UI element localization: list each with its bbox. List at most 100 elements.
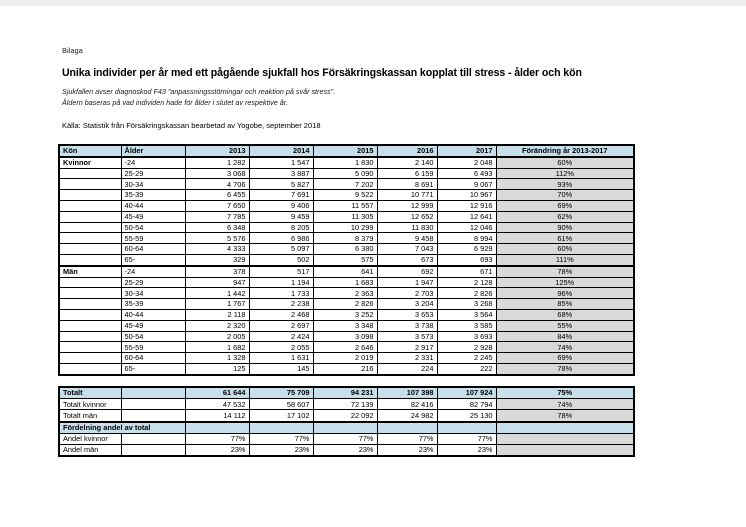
year-value-cell: 23% bbox=[184, 443, 250, 457]
change-cell bbox=[495, 432, 635, 445]
change-cell: 78% bbox=[495, 409, 635, 423]
year-value-cell: 2 048 bbox=[436, 156, 497, 169]
age-cell: 30-34 bbox=[120, 178, 186, 191]
year-value-cell: 82 416 bbox=[376, 398, 438, 411]
year-value-cell: 693 bbox=[436, 253, 497, 267]
year-value-cell: 2 697 bbox=[248, 319, 314, 332]
age-cell: -24 bbox=[120, 264, 186, 278]
year-value-cell: 2 005 bbox=[184, 330, 250, 343]
gender-cell bbox=[58, 319, 122, 332]
change-cell: 112% bbox=[495, 167, 635, 180]
gender-cell bbox=[58, 287, 122, 300]
change-cell: 61% bbox=[495, 232, 635, 245]
year-value-cell: 8 691 bbox=[376, 178, 438, 191]
year-value-cell: 3 348 bbox=[312, 319, 378, 332]
year-value-cell: 1 683 bbox=[312, 276, 378, 289]
year-value-cell: 1 328 bbox=[184, 352, 250, 364]
year-value-cell: 1 733 bbox=[248, 287, 314, 300]
change-cell: 69% bbox=[495, 199, 635, 212]
year-value-cell: 3 268 bbox=[436, 298, 497, 310]
window-top-edge bbox=[0, 0, 746, 6]
year-value-cell: 673 bbox=[376, 253, 438, 267]
gender-cell bbox=[58, 199, 122, 212]
year-value-cell: 7 650 bbox=[184, 199, 250, 212]
change-cell: 55% bbox=[495, 319, 635, 332]
year-value-cell: 24 982 bbox=[376, 409, 438, 423]
source-note: Källa: Statistik från Försäkringskassan … bbox=[62, 121, 321, 130]
year-value-cell: 2 128 bbox=[436, 276, 497, 289]
empty-age-cell bbox=[120, 409, 186, 423]
year-value-cell: 8 379 bbox=[312, 232, 378, 245]
change-cell: 74% bbox=[495, 398, 635, 411]
year-value-cell: 10 771 bbox=[376, 189, 438, 201]
summary-label-cell: Totalt bbox=[58, 386, 122, 400]
gender-cell bbox=[58, 341, 122, 354]
year-value-cell: 2 826 bbox=[436, 287, 497, 300]
year-value-cell: 2 363 bbox=[312, 287, 378, 300]
empty-age-cell bbox=[120, 432, 186, 445]
year-value-cell: 1 767 bbox=[184, 298, 250, 310]
year-value-cell: 5 576 bbox=[184, 232, 250, 245]
summary-table: Totalt 61 644 75 709 94 231 107 398 107 924 75… bbox=[58, 386, 635, 458]
change-cell: 90% bbox=[495, 221, 635, 234]
year-value-cell: 4 333 bbox=[184, 243, 250, 255]
change-cell: 75% bbox=[495, 386, 635, 400]
age-cell: -24 bbox=[120, 156, 186, 169]
year-value-cell: 12 641 bbox=[436, 210, 497, 223]
column-header-2017: 2017 bbox=[436, 144, 497, 158]
summary-label-cell: Totalt män bbox=[58, 409, 122, 423]
year-value-cell: 5 827 bbox=[248, 178, 314, 191]
year-value-cell: 3 204 bbox=[376, 298, 438, 310]
age-cell: 60-64 bbox=[120, 243, 186, 255]
year-value-cell: 6 380 bbox=[312, 243, 378, 255]
attachment-label: Bilaga bbox=[62, 46, 83, 55]
year-value-cell: 12 652 bbox=[376, 210, 438, 223]
table-row: Kvinnor -24 1 282 1 547 1 830 2 140 2 048 60% bbox=[58, 156, 635, 169]
column-header-change: Förändring år 2013-2017 bbox=[495, 144, 635, 158]
empty-cell bbox=[248, 420, 314, 434]
column-header-2013: 2013 bbox=[184, 144, 250, 158]
gender-cell bbox=[58, 298, 122, 310]
year-value-cell: 517 bbox=[248, 264, 314, 278]
age-cell: 35-39 bbox=[120, 189, 186, 201]
year-value-cell: 107 398 bbox=[376, 386, 438, 400]
table-row: 50-54 6 348 8 205 10 299 11 830 12 046 90% bbox=[58, 221, 635, 234]
change-cell: 60% bbox=[495, 243, 635, 255]
gender-cell bbox=[58, 276, 122, 289]
year-value-cell: 77% bbox=[312, 432, 378, 445]
year-value-cell: 8 205 bbox=[248, 221, 314, 234]
year-value-cell: 2 331 bbox=[376, 352, 438, 364]
year-value-cell: 11 305 bbox=[312, 210, 378, 223]
year-value-cell: 1 682 bbox=[184, 341, 250, 354]
empty-cell bbox=[436, 420, 497, 434]
year-value-cell: 11 830 bbox=[376, 221, 438, 234]
summary-section-row: Fördelning andel av total bbox=[58, 420, 635, 434]
year-value-cell: 378 bbox=[184, 264, 250, 278]
table-row: Totalt kvinnor 47 532 58 607 72 139 82 416 82… bbox=[58, 398, 635, 411]
year-value-cell: 3 693 bbox=[436, 330, 497, 343]
year-value-cell: 9 459 bbox=[248, 210, 314, 223]
year-value-cell: 2 245 bbox=[436, 352, 497, 364]
gender-cell bbox=[58, 362, 122, 376]
age-cell: 65- bbox=[120, 362, 186, 376]
table-row: 50-54 2 005 2 424 3 098 3 573 3 693 84% bbox=[58, 330, 635, 343]
year-value-cell: 22 092 bbox=[312, 409, 378, 423]
summary-label-cell: Andel kvinnor bbox=[58, 432, 122, 445]
change-cell: 60% bbox=[495, 156, 635, 169]
summary-label-cell: Andel män bbox=[58, 443, 122, 457]
age-cell: 65- bbox=[120, 253, 186, 267]
year-value-cell: 94 231 bbox=[312, 386, 378, 400]
subtitle-line-2: Åldern baseras på vad individen hade för… bbox=[62, 98, 288, 107]
year-value-cell: 61 644 bbox=[184, 386, 250, 400]
change-cell: 62% bbox=[495, 210, 635, 223]
year-value-cell: 1 194 bbox=[248, 276, 314, 289]
year-value-cell: 7 785 bbox=[184, 210, 250, 223]
year-value-cell: 2 646 bbox=[312, 341, 378, 354]
year-value-cell: 3 738 bbox=[376, 319, 438, 332]
year-value-cell: 947 bbox=[184, 276, 250, 289]
year-value-cell: 23% bbox=[376, 443, 438, 457]
table-row: 60-64 4 333 5 097 6 380 7 043 6 929 60% bbox=[58, 243, 635, 255]
empty-cell bbox=[312, 420, 378, 434]
gender-cell bbox=[58, 330, 122, 343]
year-value-cell: 1 947 bbox=[376, 276, 438, 289]
